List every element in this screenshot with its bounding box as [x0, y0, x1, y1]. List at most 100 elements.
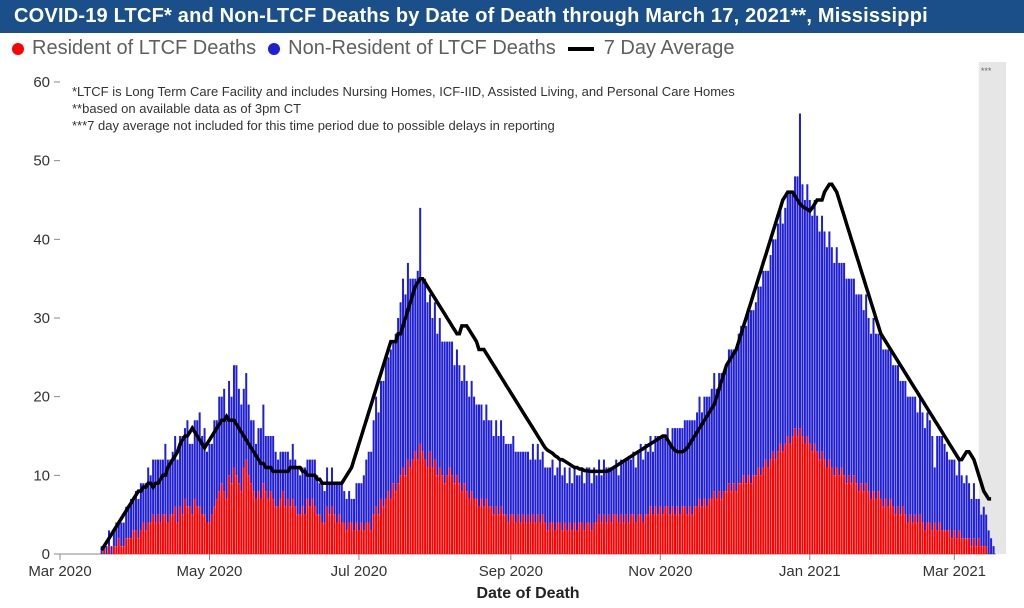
bar-nonltcf — [336, 483, 338, 522]
bar-nonltcf — [243, 389, 245, 468]
bar-nonltcf — [414, 279, 416, 452]
bar-nonltcf — [958, 460, 960, 531]
bar-ltcf — [623, 523, 625, 554]
bar-nonltcf — [566, 483, 568, 530]
bar-nonltcf — [348, 491, 350, 522]
bar-ltcf — [353, 530, 355, 554]
bar-ltcf — [449, 467, 451, 554]
bar-nonltcf — [422, 279, 424, 452]
bar-nonltcf — [299, 475, 301, 514]
bar-nonltcf — [870, 334, 872, 499]
bar-ltcf — [917, 523, 919, 554]
bar-ltcf — [329, 515, 331, 554]
bar-nonltcf — [133, 499, 135, 530]
y-tick-label: 30 — [33, 310, 50, 327]
bar-nonltcf — [860, 294, 862, 483]
bar-ltcf — [765, 460, 767, 554]
bar-ltcf — [865, 483, 867, 554]
bar-ltcf — [400, 475, 402, 554]
bar-nonltcf — [380, 381, 382, 499]
bar-ltcf — [235, 475, 237, 554]
bar-nonltcf — [833, 263, 835, 475]
bar-ltcf — [833, 475, 835, 554]
bar-nonltcf — [157, 460, 159, 515]
bar-nonltcf — [755, 302, 757, 475]
bar-ltcf — [703, 499, 705, 554]
bar-ltcf — [684, 507, 686, 554]
bar-ltcf — [446, 475, 448, 554]
bar-nonltcf — [618, 475, 620, 522]
bar-ltcf — [664, 507, 666, 554]
bar-nonltcf — [909, 397, 911, 515]
bar-ltcf — [510, 515, 512, 554]
bar-nonltcf — [324, 491, 326, 522]
avg-line — [102, 184, 991, 550]
bar-ltcf — [265, 491, 267, 554]
bar-ltcf — [392, 483, 394, 554]
bar-ltcf — [681, 507, 683, 554]
bar-nonltcf — [226, 420, 228, 499]
bar-nonltcf — [907, 397, 909, 523]
bar-ltcf — [194, 499, 196, 554]
bar-nonltcf — [517, 452, 519, 515]
bar-nonltcf — [549, 467, 551, 522]
bar-ltcf — [380, 499, 382, 554]
bar-ltcf — [253, 491, 255, 554]
bar-ltcf — [439, 467, 441, 554]
bar-ltcf — [657, 515, 659, 554]
bar-nonltcf — [664, 436, 666, 507]
bar-ltcf — [115, 546, 117, 554]
bar-nonltcf — [868, 318, 870, 491]
x-tick-label: Nov 2020 — [628, 563, 692, 580]
bar-nonltcf — [507, 444, 509, 523]
bar-ltcf — [760, 475, 762, 554]
bar-nonltcf — [934, 467, 936, 522]
bar-nonltcf — [691, 420, 693, 514]
bar-ltcf — [284, 507, 286, 554]
bar-ltcf — [534, 523, 536, 554]
bar-nonltcf — [245, 373, 247, 460]
bar-ltcf — [970, 546, 972, 554]
bar-ltcf — [373, 515, 375, 554]
bar-ltcf — [730, 491, 732, 554]
bar-ltcf — [441, 475, 443, 554]
bar-nonltcf — [703, 397, 705, 499]
bar-ltcf — [706, 507, 708, 554]
bar-nonltcf — [953, 460, 955, 531]
bar-nonltcf — [919, 397, 921, 515]
bar-ltcf — [601, 523, 603, 554]
bar-nonltcf — [424, 279, 426, 460]
bar-nonltcf — [476, 405, 478, 499]
bar-nonltcf — [679, 428, 681, 515]
bar-nonltcf — [826, 247, 828, 467]
bar-ltcf — [277, 507, 279, 554]
bar-nonltcf — [725, 365, 727, 491]
bar-ltcf — [723, 491, 725, 554]
bar-nonltcf — [605, 467, 607, 522]
bar-ltcf — [133, 530, 135, 554]
bar-ltcf — [414, 452, 416, 554]
bar-ltcf — [552, 523, 554, 554]
bar-ltcf — [199, 507, 201, 554]
bar-nonltcf — [275, 452, 277, 507]
bar-ltcf — [493, 515, 495, 554]
bar-ltcf — [419, 444, 421, 554]
bar-nonltcf — [850, 279, 852, 484]
bar-ltcf — [708, 499, 710, 554]
bar-ltcf — [823, 460, 825, 554]
excluded-label: *** — [981, 66, 992, 76]
bar-ltcf — [282, 491, 284, 554]
y-tick-label: 10 — [33, 467, 50, 484]
bar-nonltcf — [941, 436, 943, 530]
bar-ltcf — [358, 530, 360, 554]
bar-nonltcf — [581, 467, 583, 522]
bar-nonltcf — [341, 483, 343, 522]
footnotes: *LTCF is Long Term Care Facility and inc… — [72, 84, 735, 135]
bar-ltcf — [341, 523, 343, 554]
bar-ltcf — [757, 467, 759, 554]
bar-ltcf — [667, 507, 669, 554]
bar-ltcf — [792, 436, 794, 554]
bar-nonltcf — [162, 460, 164, 515]
bar-nonltcf — [721, 373, 723, 499]
bar-ltcf — [588, 523, 590, 554]
